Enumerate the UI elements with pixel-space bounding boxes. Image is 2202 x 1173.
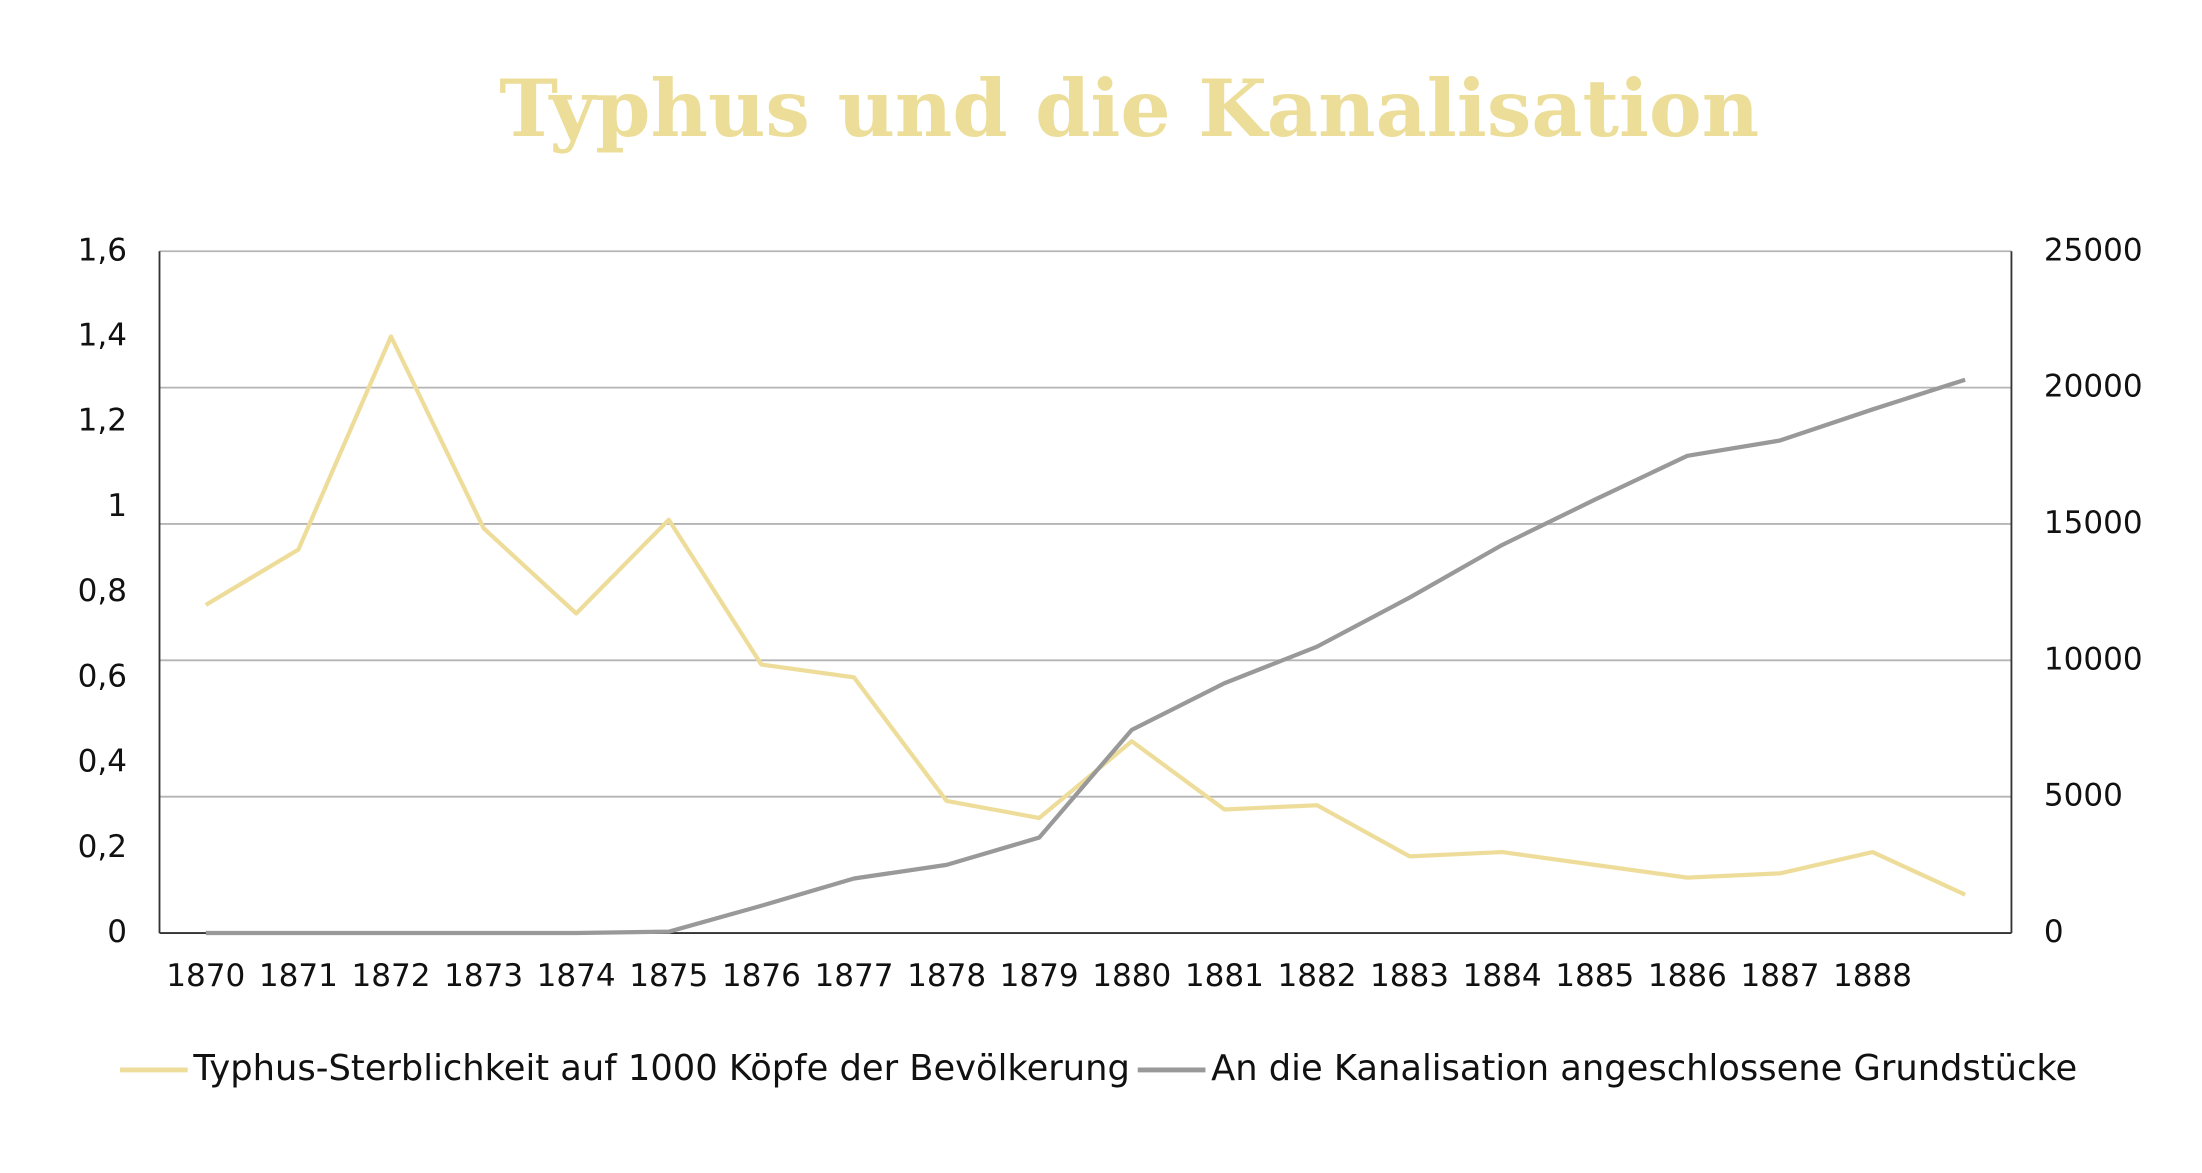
x-tick-label: 1887	[1740, 958, 1819, 994]
y-tick-label: 1,4	[78, 317, 127, 353]
x-tick-label: 1872	[351, 958, 430, 994]
x-tick-label: 1877	[814, 958, 893, 994]
y-tick-label: 1,6	[78, 232, 127, 268]
y-tick-label: 0,4	[78, 744, 127, 780]
x-tick-label: 1880	[1092, 958, 1171, 994]
x-tick-label: 1871	[259, 958, 338, 994]
y2-tick-label: 0	[2044, 914, 2064, 950]
x-tick-label: 1882	[1277, 958, 1356, 994]
y-tick-label: 0,2	[78, 829, 127, 865]
y-tick-label: 0	[107, 914, 127, 950]
y2-tick-label: 10000	[2044, 641, 2143, 677]
x-tick-label: 1886	[1648, 958, 1727, 994]
legend-label: An die Kanalisation angeschlossene Grund…	[1211, 1048, 2077, 1089]
y-tick-label: 1,2	[78, 403, 127, 439]
x-tick-label: 1874	[537, 958, 616, 994]
x-tick-label: 1884	[1463, 958, 1542, 994]
legend-label: Typhus-Sterblichkeit auf 1000 Köpfe der …	[192, 1048, 1130, 1089]
y-tick-label: 0,8	[78, 573, 127, 609]
x-tick-label: 1883	[1370, 958, 1449, 994]
y-tick-label: 1	[107, 488, 127, 524]
y2-tick-label: 25000	[2044, 232, 2143, 268]
x-tick-label: 1881	[1185, 958, 1264, 994]
x-tick-label: 1879	[1000, 958, 1079, 994]
chart-title: Typhus und die Kanalisation	[499, 62, 1759, 155]
x-tick-label: 1870	[166, 958, 245, 994]
y2-tick-label: 15000	[2044, 505, 2143, 541]
y-tick-label: 0,6	[78, 658, 127, 694]
series-line	[205, 377, 1966, 936]
y2-tick-label: 20000	[2044, 369, 2143, 405]
x-tick-label: 1885	[1555, 958, 1634, 994]
x-tick-label: 1888	[1833, 958, 1912, 994]
x-tick-label: 1876	[722, 958, 801, 994]
x-tick-label: 1875	[629, 958, 708, 994]
y2-tick-label: 5000	[2044, 778, 2123, 814]
x-tick-label: 1878	[907, 958, 986, 994]
series-line	[204, 334, 1967, 897]
x-tick-label: 1873	[444, 958, 523, 994]
